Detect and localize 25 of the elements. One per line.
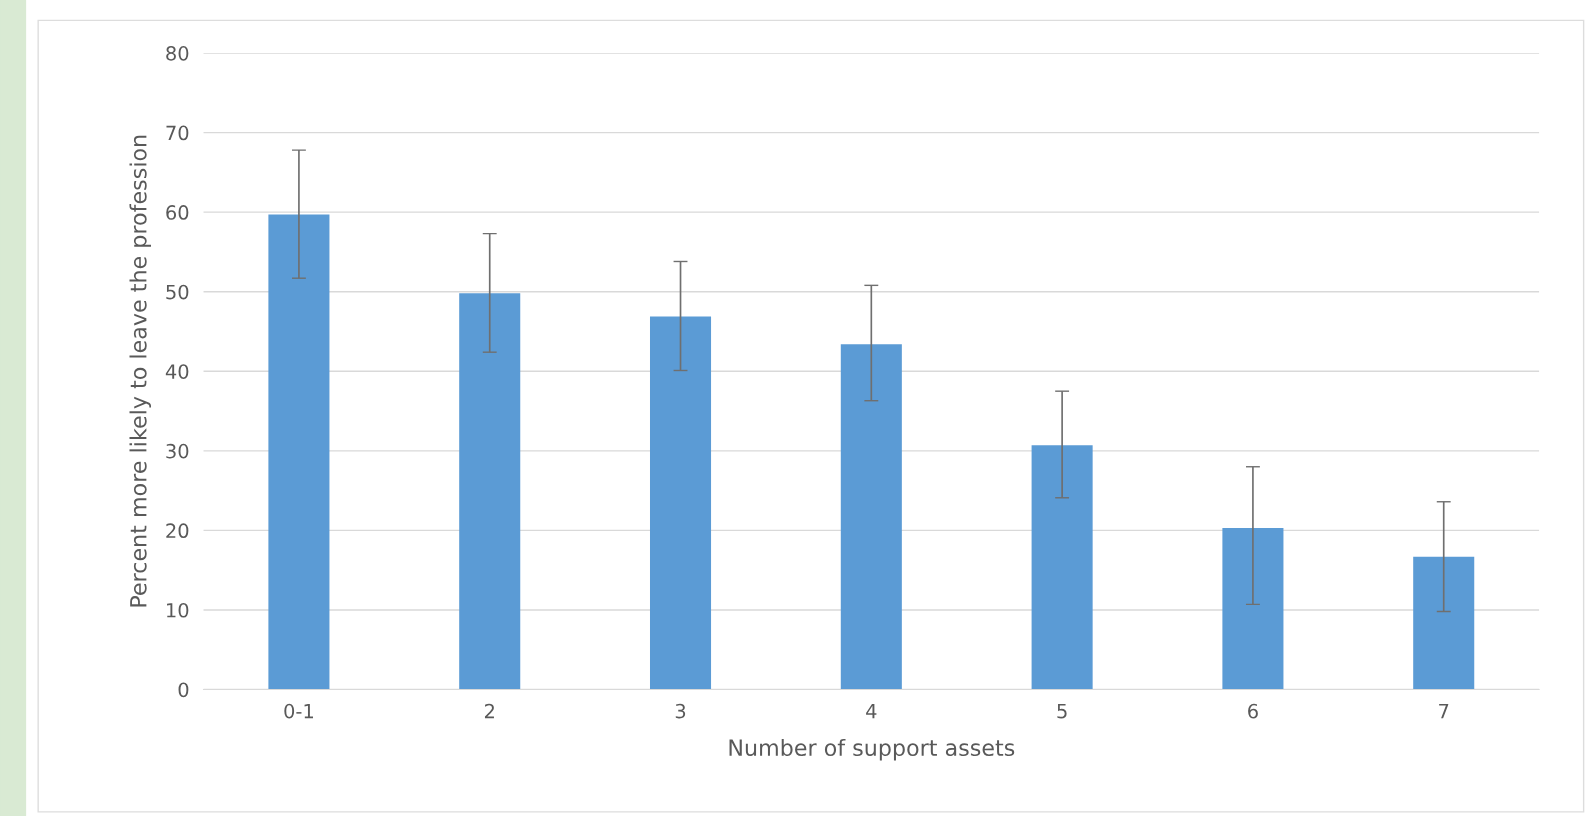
bar (459, 293, 521, 690)
y-tick-label: 70 (166, 125, 189, 141)
x-tick-label: 2 (484, 703, 494, 719)
y-tick-label: 20 (166, 523, 189, 539)
y-tick-label: 60 (166, 205, 189, 220)
y-tick-label: 50 (166, 284, 189, 300)
y-axis-title: Percent more likely to leave the profession (129, 135, 151, 607)
y-tick-label: 10 (167, 602, 189, 618)
bar (1413, 556, 1475, 690)
bar (1222, 528, 1284, 690)
x-tick-label: 0-1 (284, 703, 313, 719)
y-tick-label: 0 (178, 682, 189, 698)
bar (649, 316, 712, 690)
x-tick-label: 6 (1248, 703, 1258, 719)
x-tick-label: 4 (866, 704, 877, 719)
bar (268, 214, 330, 690)
x-tick-label: 7 (1439, 704, 1449, 719)
y-tick-label: 40 (165, 364, 189, 379)
x-axis-title: Number of support assets (729, 738, 1015, 761)
bar (840, 344, 902, 690)
x-tick-label: 3 (675, 703, 686, 719)
y-tick-label: 80 (166, 46, 189, 61)
bar (1031, 445, 1093, 690)
x-tick-label: 5 (1057, 704, 1067, 719)
y-tick-label: 30 (166, 443, 189, 459)
